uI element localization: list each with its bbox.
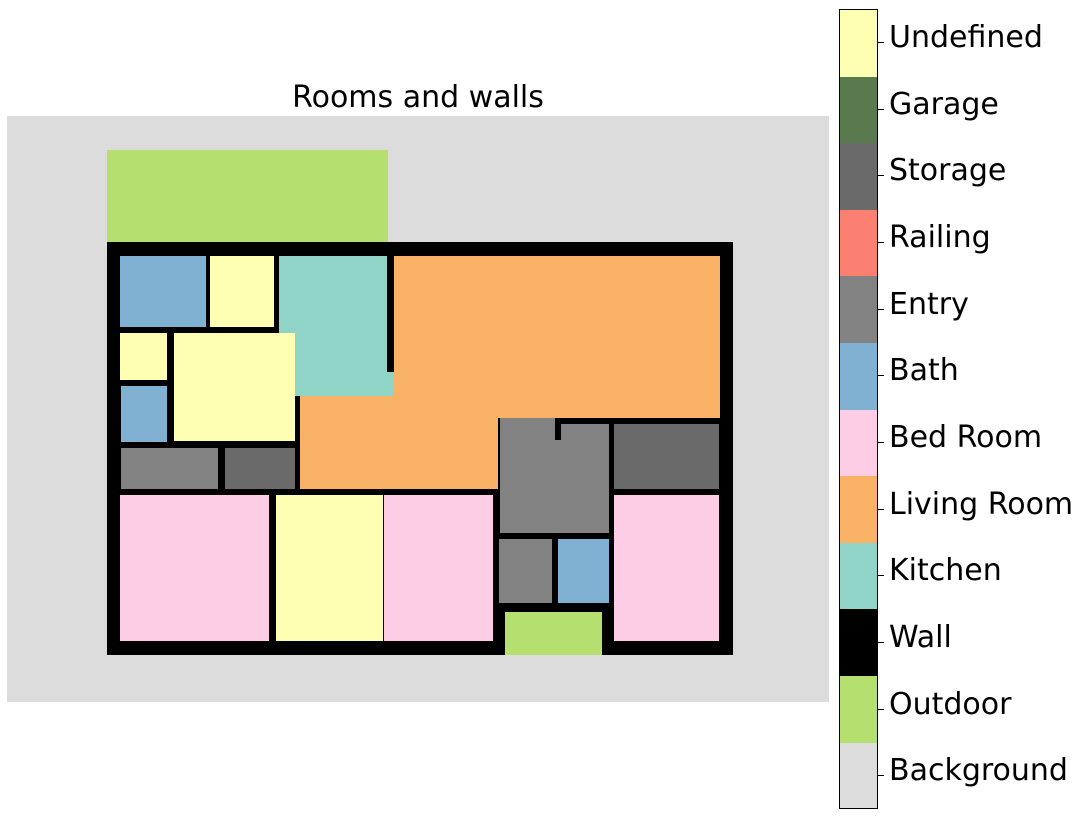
room-bed-1 xyxy=(120,495,269,641)
room-undefined-1 xyxy=(210,256,274,327)
legend-tick xyxy=(878,509,884,510)
legend-label-garage: Garage xyxy=(889,87,999,122)
legend-label-bath: Bath xyxy=(889,353,959,388)
legend-tick xyxy=(878,575,884,576)
wall-entry-right xyxy=(609,418,614,610)
legend-swatch-background xyxy=(840,742,877,808)
room-storage-2 xyxy=(614,424,719,489)
room-entry-3 xyxy=(499,539,552,603)
room-living-right xyxy=(498,396,720,418)
room-bed-3 xyxy=(614,495,719,641)
room-bed-2 xyxy=(384,495,493,641)
legend-label-outdoor: Outdoor xyxy=(889,687,1012,722)
legend-swatch-garage xyxy=(840,76,877,144)
legend-tick xyxy=(878,709,884,710)
chart-title: Rooms and walls xyxy=(292,80,544,115)
legend-swatch-bath xyxy=(840,343,877,410)
room-living-lower xyxy=(300,396,498,489)
room-kitchen-ext xyxy=(387,370,394,396)
legend-tick xyxy=(878,175,884,176)
legend-swatch-entry xyxy=(840,276,877,343)
legend-tick xyxy=(878,642,884,643)
legend-swatch-kitchen xyxy=(840,542,877,610)
legend-tick xyxy=(878,775,884,776)
floor-plan xyxy=(7,116,829,702)
legend-label-bed-room: Bed Room xyxy=(889,420,1043,455)
legend-swatch-wall xyxy=(840,609,877,676)
room-bath-1 xyxy=(120,256,206,327)
legend-tick xyxy=(878,375,884,376)
legend-label-entry: Entry xyxy=(889,287,969,322)
room-entry-1 xyxy=(121,448,218,489)
legend-label-background: Background xyxy=(889,753,1068,788)
room-kitchen xyxy=(279,256,387,396)
outdoor-terrace xyxy=(107,150,388,245)
legend-label-railing: Railing xyxy=(889,220,991,255)
room-undefined-3 xyxy=(174,333,295,441)
legend-label-undefined: Undefined xyxy=(889,20,1043,55)
legend-swatch-living-room xyxy=(840,476,877,543)
legend-swatch-storage xyxy=(840,143,877,210)
room-bath-3 xyxy=(558,539,609,603)
room-undefined-2 xyxy=(120,333,167,380)
wall-living-bottom xyxy=(295,489,500,495)
legend-tick xyxy=(878,42,884,43)
legend-label-living-room: Living Room xyxy=(889,487,1074,522)
legend-label-storage: Storage xyxy=(889,153,1007,188)
legend-swatch-bed-room xyxy=(840,409,877,477)
wall-stub-kitchen xyxy=(387,256,394,372)
legend-label-kitchen: Kitchen xyxy=(889,553,1002,588)
legend-colorbar xyxy=(839,9,878,809)
legend-label-wall: Wall xyxy=(889,620,952,655)
legend-tick xyxy=(878,442,884,443)
legend-tick xyxy=(878,242,884,243)
wall-stub-entry xyxy=(555,418,720,424)
outdoor-gap xyxy=(505,612,602,655)
legend-swatch-railing xyxy=(840,209,877,277)
room-living xyxy=(394,256,720,418)
wall-right-mid xyxy=(614,489,720,495)
legend-swatch-undefined xyxy=(840,10,877,77)
wall-entry-bottom xyxy=(497,533,614,539)
room-storage-1 xyxy=(225,448,295,489)
legend-swatch-outdoor xyxy=(840,676,877,743)
room-entry-2 xyxy=(500,418,609,533)
wall-notch xyxy=(107,242,114,379)
room-undefined-4 xyxy=(276,495,383,641)
wall-stub-entry-v xyxy=(555,418,561,440)
legend-tick xyxy=(878,309,884,310)
legend-tick xyxy=(878,109,884,110)
room-bath-2 xyxy=(121,386,167,442)
